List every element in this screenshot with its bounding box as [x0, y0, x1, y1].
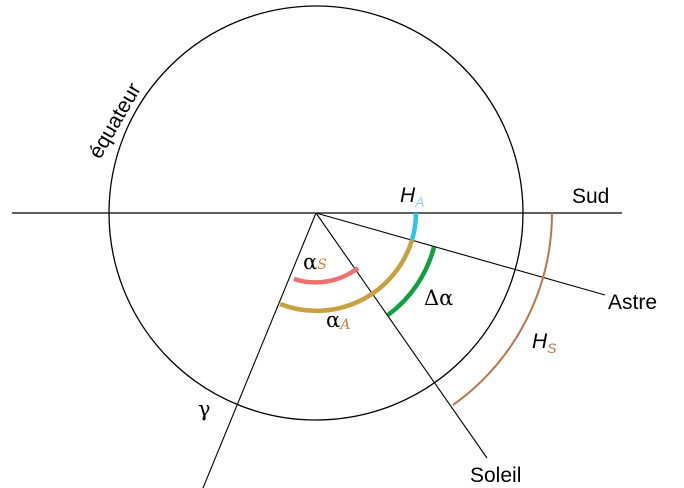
right-ascension-sun-label: αS: [303, 250, 327, 274]
south-label: Sud: [572, 185, 609, 208]
right-ascension-star-label: αA: [326, 308, 350, 333]
gamma-direction-line: [202, 212, 317, 488]
hour-angle-sun-arc: [452, 212, 553, 406]
star-direction-line: [315, 212, 606, 296]
hour-angle-star-label: HA: [400, 184, 425, 210]
delta-alpha-arc: [386, 246, 437, 317]
gamma-label: γ: [198, 397, 211, 421]
sun-direction-line: [315, 212, 488, 459]
delta-alpha-label: Δα: [424, 286, 453, 310]
hour-angle-sun-label: HS: [532, 330, 557, 356]
sun-label: Soleil: [470, 464, 521, 487]
star-label: Astre: [608, 291, 657, 314]
right-ascension-star-arc: [279, 239, 415, 314]
equator-label: équateur: [84, 79, 145, 162]
hour-angle-star-arc: [409, 212, 419, 241]
right-ascension-sun-arc: [293, 266, 360, 285]
